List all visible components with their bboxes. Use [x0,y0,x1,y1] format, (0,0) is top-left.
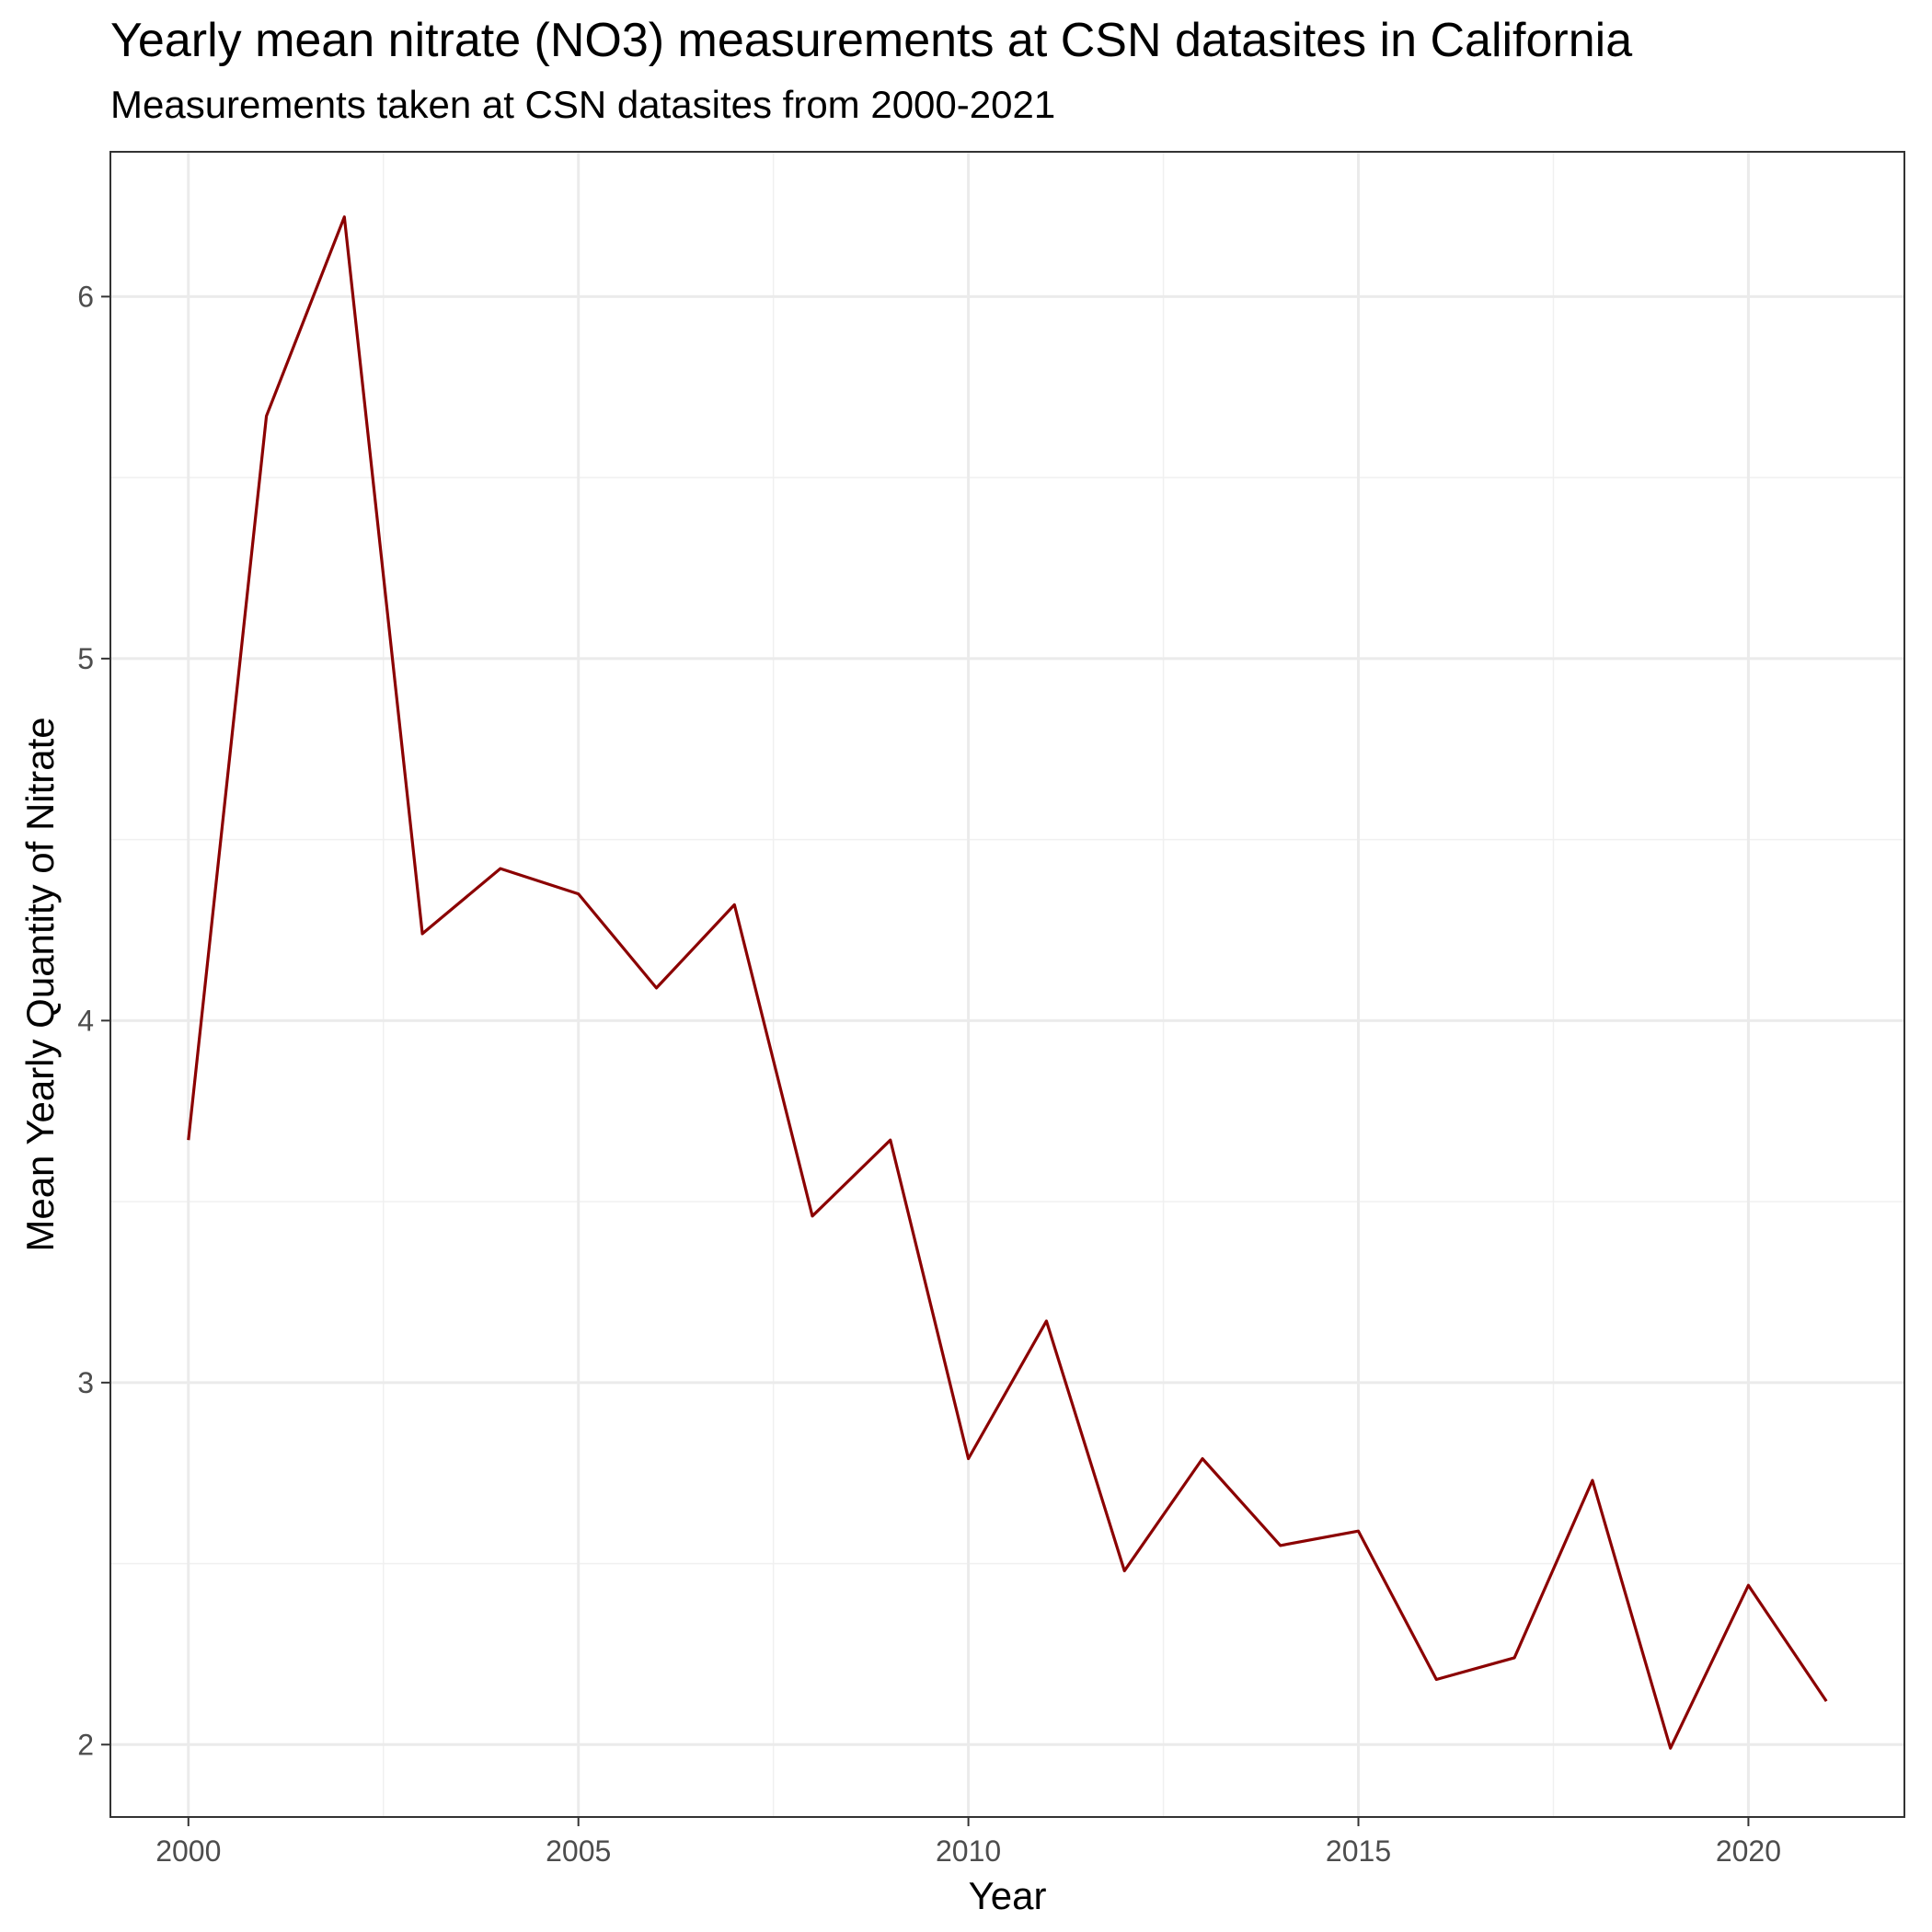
y-tick-label: 2 [77,1728,94,1761]
major-gridlines [110,152,1904,1817]
series-layer [187,215,1828,1750]
x-axis-ticks: 2000 2005 2010 2015 2020 [155,1817,1781,1868]
x-tick-label: 2015 [1326,1834,1391,1868]
panel-border [109,151,1905,1818]
series-line [187,215,1828,1750]
y-tick-label: 5 [77,642,94,675]
x-axis-title: Year [969,1874,1047,1917]
y-axis-ticks: 2 3 4 5 6 [77,280,110,1761]
y-axis-title: Mean Yearly Quantity of Nitrate [18,717,62,1251]
chart-subtitle: Measurements taken at CSN datasites from… [110,83,1056,126]
minor-gridlines [110,152,1904,1817]
y-tick-label: 3 [77,1366,94,1399]
x-tick-label: 2010 [936,1834,1001,1868]
chart-title: Yearly mean nitrate (NO3) measurements a… [110,14,1633,67]
y-tick-label: 4 [77,1004,94,1037]
x-tick-label: 2020 [1716,1834,1781,1868]
y-tick-label: 6 [77,280,94,313]
x-tick-label: 2000 [155,1834,221,1868]
x-tick-label: 2005 [546,1834,611,1868]
